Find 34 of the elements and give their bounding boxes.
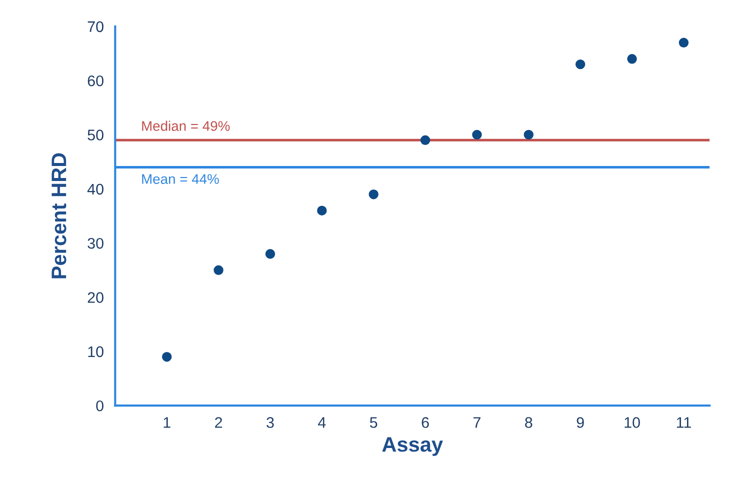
x-tick-label: 11 — [676, 417, 691, 428]
y-tick-label: 20 — [88, 292, 104, 303]
x-tick-label: 2 — [215, 417, 222, 428]
point — [627, 54, 637, 64]
y-tick-label: 70 — [88, 21, 104, 32]
point — [575, 59, 586, 70]
point — [678, 38, 689, 48]
point — [265, 249, 276, 259]
x-tick-label: 6 — [422, 417, 429, 428]
x-tick-label: 4 — [318, 417, 326, 428]
y-tick-label: 50 — [88, 130, 104, 140]
ref-line-label: Median = 49% — [142, 120, 230, 131]
x-tick-label: 9 — [576, 417, 584, 428]
point — [214, 265, 224, 276]
point — [420, 135, 430, 146]
x-tick-label: 5 — [370, 417, 378, 428]
point — [472, 130, 482, 140]
y-tick-label: 10 — [88, 346, 104, 358]
x-tick-label: 1 — [164, 417, 170, 428]
x-axis-title: Assay — [382, 437, 443, 456]
y-tick-label: 40 — [87, 184, 104, 195]
y-tick-label: 60 — [88, 75, 104, 86]
point — [162, 352, 172, 362]
y-tick-label: 0 — [96, 400, 104, 412]
x-tick-label: 7 — [474, 417, 480, 428]
x-tick-label: 10 — [624, 417, 640, 428]
y-tick-label: 30 — [88, 238, 104, 249]
x-tick-label: 3 — [266, 417, 274, 428]
y-axis-title: Percent HRD — [52, 153, 66, 278]
point — [368, 189, 378, 200]
point — [317, 206, 327, 216]
point — [524, 130, 534, 140]
x-tick-label: 8 — [525, 417, 532, 428]
ref-line-label: Mean = 44% — [142, 174, 219, 184]
